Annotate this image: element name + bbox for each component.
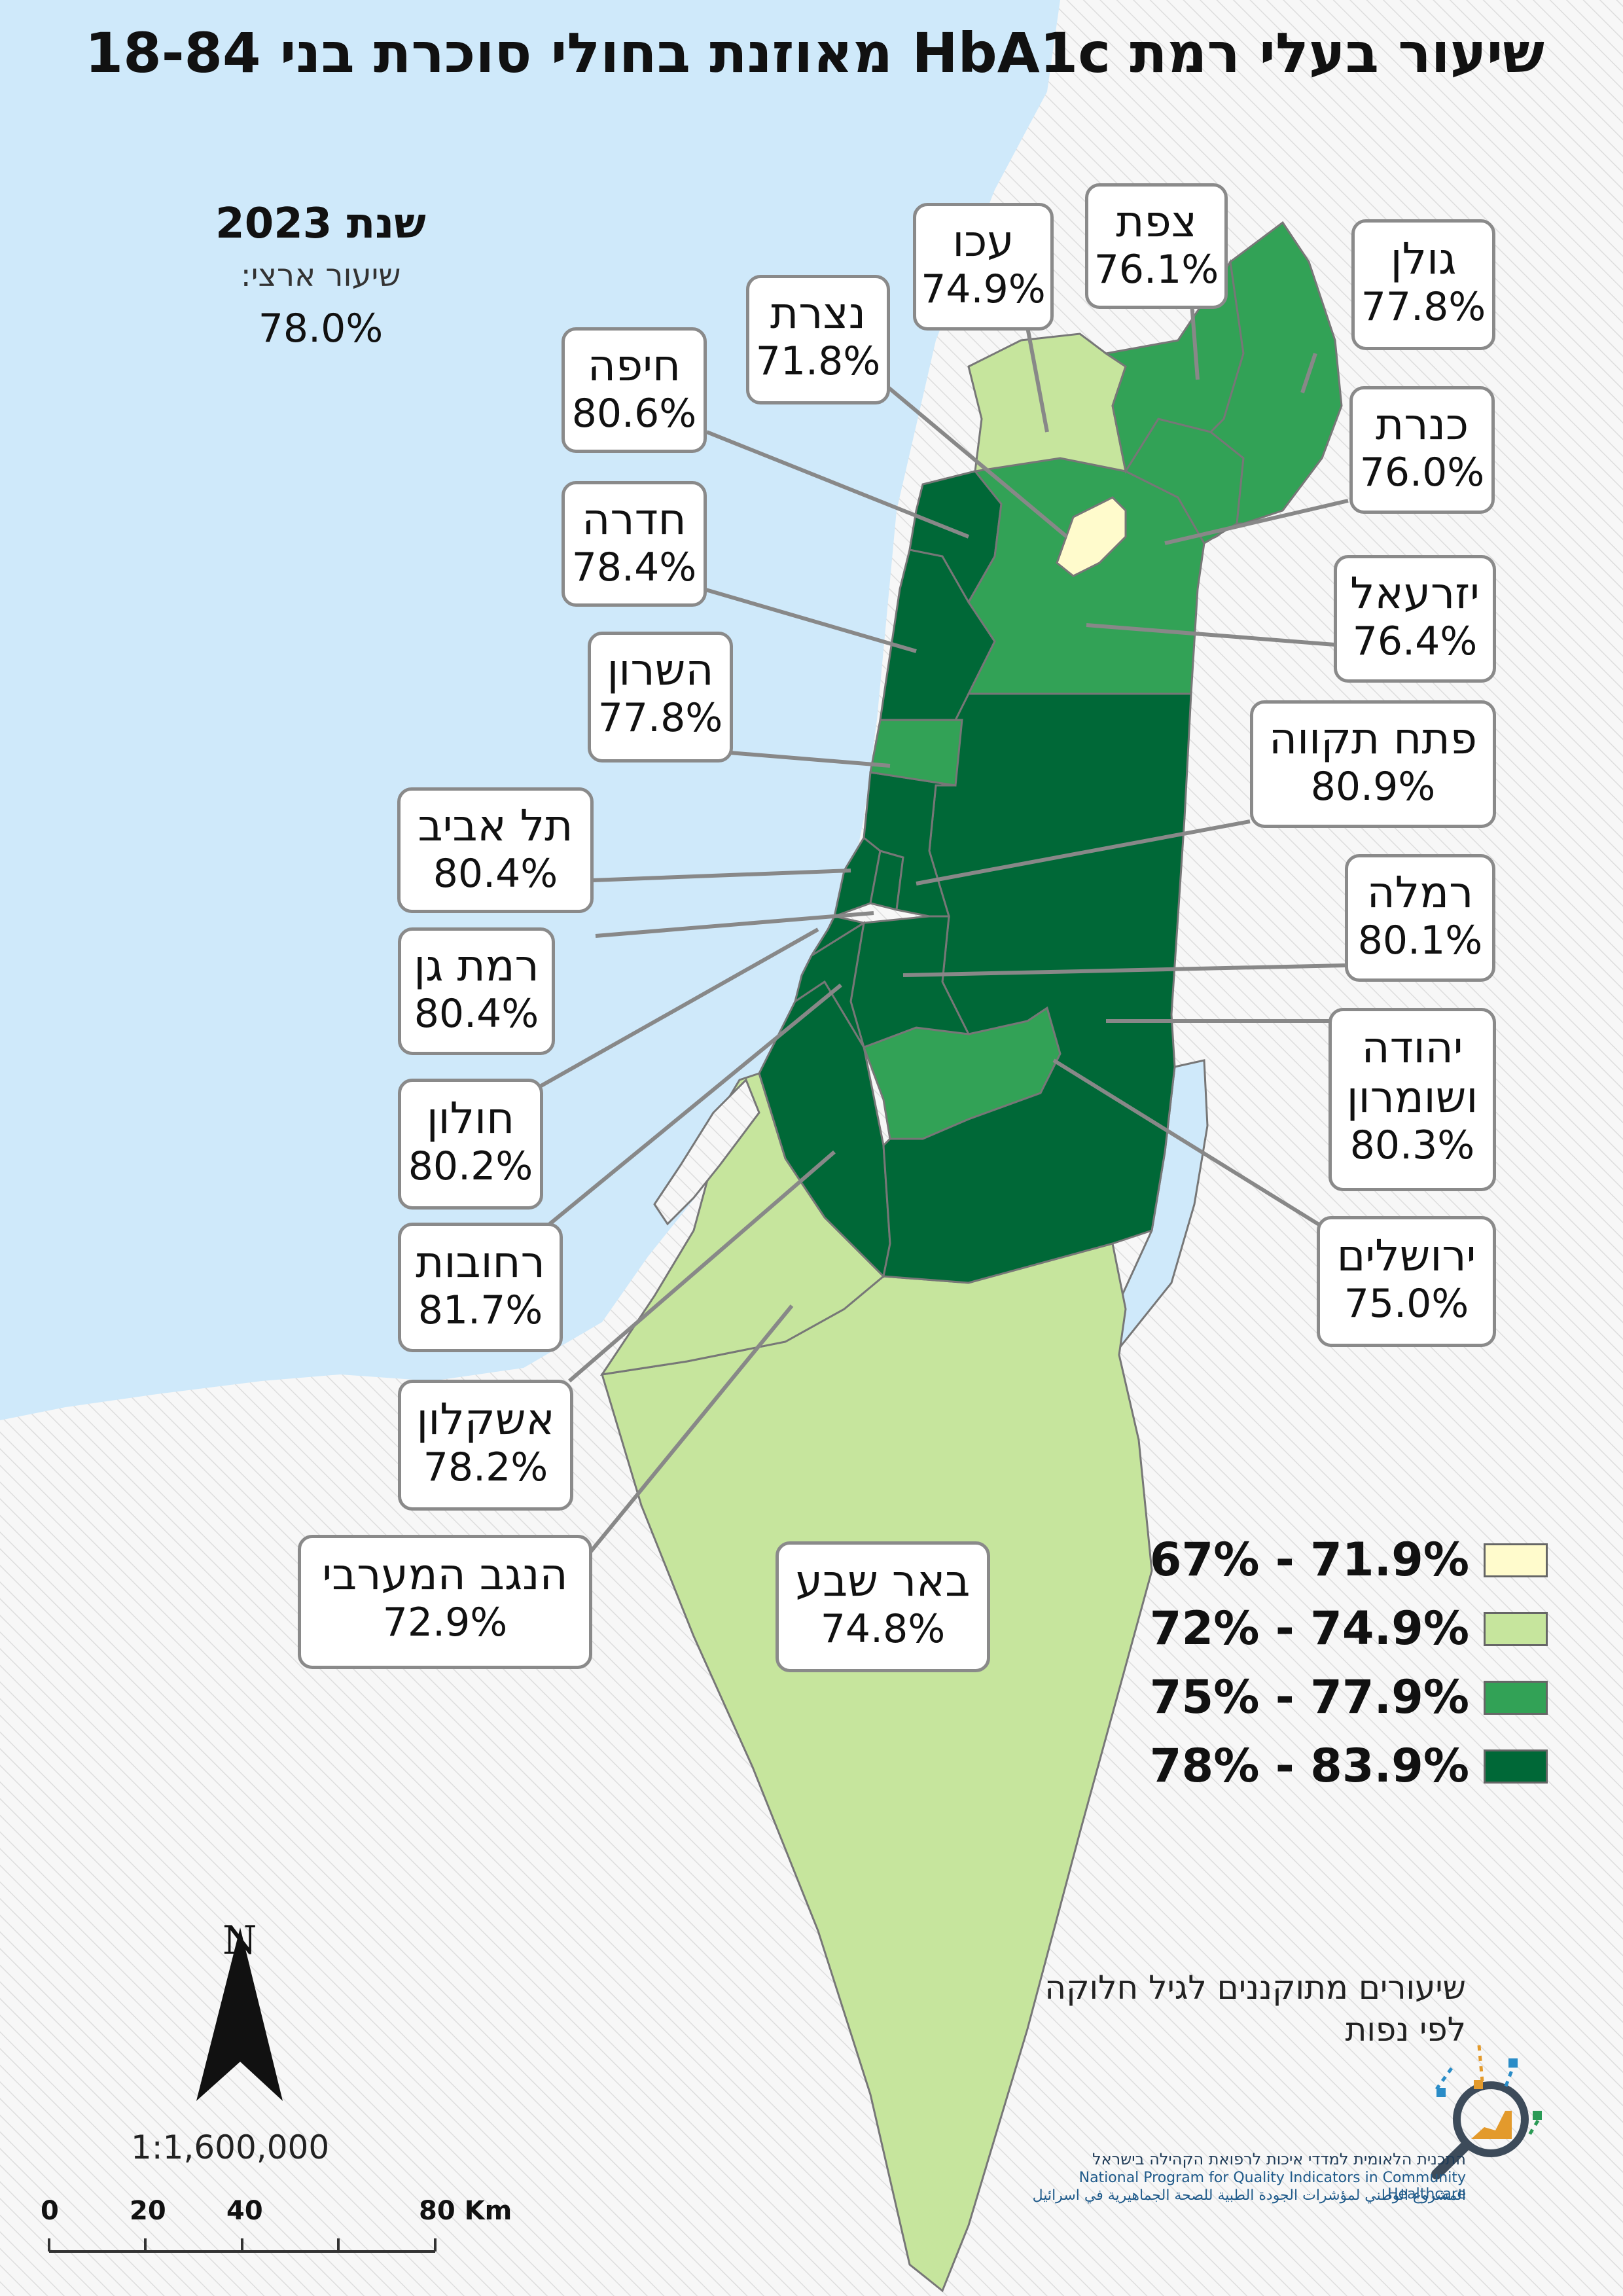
scale-tick: 20	[130, 2196, 166, 2226]
label-ramat-gan: רמת גן 80.4%	[398, 927, 555, 1055]
scale-tick: 40	[226, 2196, 263, 2226]
label-yizreel-value: 76.4%	[1352, 619, 1478, 664]
map-title: שיעור בעלי רמת HbA1c מאוזנת בחולי סוכרת …	[84, 21, 1544, 85]
gaza-strip	[653, 1078, 760, 1226]
label-safed-value: 76.1%	[1094, 247, 1219, 293]
label-tel-aviv: תל אביב 80.4%	[397, 787, 594, 913]
legend-row: 67% - 71.9%	[1145, 1537, 1548, 1583]
label-petah-tikva-name: פתח תקווה	[1269, 713, 1477, 764]
label-kinneret-value: 76.0%	[1359, 450, 1485, 495]
scale-ratio: 1:1,600,000	[131, 2128, 330, 2166]
label-safed-name: צפת	[1116, 196, 1197, 247]
label-kinneret: כנרת 76.0%	[1349, 386, 1495, 514]
label-judea-samaria: יהודה ושומרון 80.3%	[1329, 1008, 1496, 1191]
label-hadera-name: חדרה	[582, 494, 687, 545]
label-holon-name: חולון	[426, 1093, 515, 1143]
district-akko	[967, 332, 1127, 473]
label-nazareth-name: נצרת	[770, 288, 866, 338]
label-yizreel-name: יזרעאל	[1350, 568, 1480, 619]
label-haifa-value: 80.6%	[571, 391, 697, 437]
label-ramla: רמלה 80.1%	[1345, 854, 1495, 982]
legend-range: 72% - 74.9%	[1149, 1602, 1469, 1655]
label-ashkelon: אשקלון 78.2%	[398, 1380, 573, 1511]
district-ashkelon	[758, 980, 891, 1279]
label-sharon-name: השרון	[607, 645, 714, 695]
label-rehovot: רחובות 81.7%	[398, 1223, 563, 1352]
label-beer-sheva-value: 74.8%	[820, 1606, 946, 1652]
national-rate-label: שיעור ארצי:	[240, 257, 401, 294]
footnote: שיעורים מתוקננים לגיל חלוקה לפי נפות	[1044, 1969, 1466, 2049]
label-nazareth: נצרת 71.8%	[746, 275, 890, 404]
district-nazareth	[1056, 496, 1127, 577]
north-arrow-icon	[196, 1928, 283, 2101]
label-akko: עכו 74.9%	[913, 203, 1054, 331]
scale-tick: 80 Km	[419, 2196, 512, 2226]
legend-row: 75% - 77.9%	[1145, 1674, 1548, 1720]
label-rehovot-name: רחובות	[416, 1237, 545, 1287]
logo-text-arabic: المشروع الوطني لمؤشرات الجودة الطبية للص…	[1032, 2187, 1466, 2204]
legend-swatch	[1484, 1749, 1548, 1784]
label-ashkelon-name: אשקלון	[416, 1394, 555, 1444]
legend-range: 78% - 83.9%	[1149, 1739, 1469, 1793]
label-western-negev: הנגב המערבי 72.9%	[298, 1535, 592, 1669]
scale-tick: 0	[41, 2196, 59, 2226]
label-kinneret-name: כנרת	[1376, 399, 1469, 450]
label-rehovot-value: 81.7%	[418, 1287, 543, 1333]
label-yizreel: יזרעאל 76.4%	[1334, 555, 1496, 683]
npqi-logo-icon	[1431, 2045, 1542, 2179]
label-western-negev-name: הנגב המערבי	[322, 1549, 568, 1600]
label-tel-aviv-name: תל אביב	[418, 800, 573, 851]
legend-row: 72% - 74.9%	[1145, 1605, 1548, 1651]
label-jerusalem: ירושלים 75.0%	[1317, 1216, 1496, 1347]
label-ramla-value: 80.1%	[1357, 918, 1483, 963]
label-golan-value: 77.8%	[1361, 284, 1486, 330]
district-rehovot	[793, 920, 866, 1048]
label-akko-value: 74.9%	[921, 266, 1046, 312]
district-golan	[1209, 221, 1343, 525]
legend-swatch	[1484, 1612, 1548, 1646]
logo-text-hebrew: התכנית הלאומית למדדי איכות לרפואת הקהילה…	[1092, 2150, 1466, 2168]
legend-range: 67% - 71.9%	[1149, 1533, 1469, 1587]
label-sharon: השרון 77.8%	[588, 632, 733, 762]
label-holon-value: 80.2%	[408, 1143, 533, 1189]
label-ramla-name: רמלה	[1366, 867, 1474, 918]
legend-row: 78% - 83.9%	[1145, 1743, 1548, 1789]
label-judea-samaria-name: יהודה ושומרון	[1346, 1022, 1478, 1122]
legend-range: 75% - 77.9%	[1149, 1670, 1469, 1724]
label-ramat-gan-name: רמת גן	[414, 941, 539, 991]
legend-swatch	[1484, 1681, 1548, 1715]
scale-bar	[48, 2238, 437, 2253]
label-petah-tikva-value: 80.9%	[1310, 764, 1436, 810]
label-beer-sheva: באר שבע 74.8%	[776, 1541, 990, 1672]
label-jerusalem-name: ירושלים	[1336, 1230, 1476, 1281]
district-holon	[810, 915, 866, 957]
label-haifa: חיפה 80.6%	[562, 327, 707, 453]
label-hadera: חדרה 78.4%	[562, 481, 707, 607]
label-nazareth-value: 71.8%	[755, 338, 881, 384]
label-petah-tikva: פתח תקווה 80.9%	[1250, 700, 1496, 828]
label-ramat-gan-value: 80.4%	[414, 991, 539, 1037]
label-akko-name: עכו	[952, 216, 1014, 266]
north-label: N	[223, 1918, 257, 1964]
national-rate-value: 78.0%	[258, 306, 383, 351]
label-haifa-name: חיפה	[587, 340, 681, 391]
label-judea-samaria-value: 80.3%	[1349, 1122, 1475, 1168]
year-block: שנת 2023 שיעור ארצי: 78.0%	[196, 200, 445, 351]
year-title: שנת 2023	[215, 200, 426, 248]
label-western-negev-value: 72.9%	[382, 1600, 508, 1645]
label-beer-sheva-name: באר שבע	[795, 1556, 971, 1606]
label-ashkelon-value: 78.2%	[423, 1444, 548, 1490]
label-sharon-value: 77.8%	[597, 695, 723, 741]
label-holon: חולון 80.2%	[398, 1079, 543, 1210]
legend-swatch	[1484, 1543, 1548, 1577]
label-hadera-value: 78.4%	[571, 545, 697, 590]
label-golan-name: גולן	[1390, 234, 1457, 284]
label-safed: צפת 76.1%	[1085, 183, 1228, 309]
label-jerusalem-value: 75.0%	[1344, 1281, 1469, 1327]
label-golan: גולן 77.8%	[1351, 219, 1495, 350]
logo-text-english: National Program for Quality Indicators …	[1079, 2170, 1466, 2202]
label-tel-aviv-value: 80.4%	[433, 851, 558, 897]
